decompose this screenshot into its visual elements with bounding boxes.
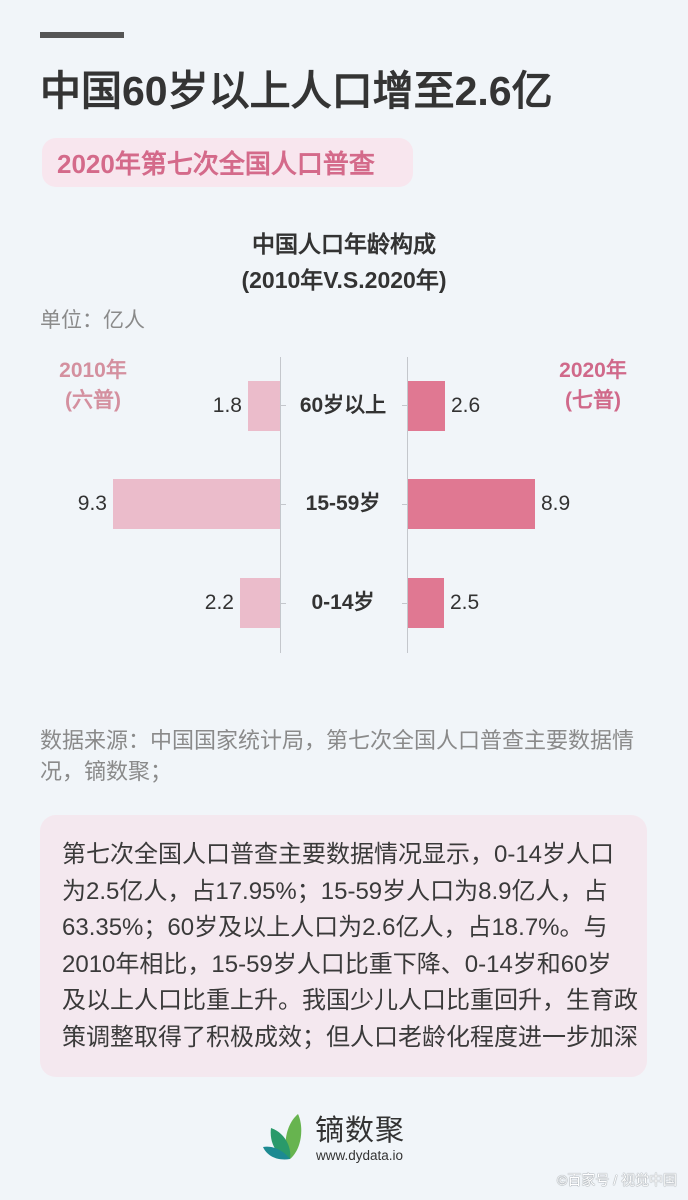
summary-line: 为2.5亿人，占17.95%；15-59岁人口为8.9亿人，占 xyxy=(62,877,608,905)
axis-tick xyxy=(281,504,286,505)
source-line: 况，镝数聚； xyxy=(40,759,173,784)
legend-2020: 2020年 (七普) xyxy=(533,356,653,416)
summary-line: 2010年相比，15-59岁人口比重下降、0-14岁和60岁 xyxy=(62,950,612,978)
right-axis-line xyxy=(407,357,408,653)
summary-line: 策调整取得了积极成效；但人口老龄化程度进一步加深 xyxy=(62,1023,638,1051)
axis-tick xyxy=(402,603,407,604)
summary-line: 第七次全国人口普查主要数据情况显示，0-14岁人口 xyxy=(62,841,615,868)
chart-title: 中国人口年龄构成 xyxy=(252,231,436,257)
value-label: 2.5 xyxy=(450,591,480,614)
bar-2020-15-59: 8.9 xyxy=(408,479,570,529)
subtitle-badge: 2020年第七次全国人口普查 xyxy=(42,138,413,187)
axis-tick xyxy=(402,504,407,505)
header-accent-bar xyxy=(40,32,124,38)
bar-2020-60plus: 2.6 xyxy=(408,381,480,431)
summary-box: 第七次全国人口普查主要数据情况显示，0-14岁人口 为2.5亿人，占17.95%… xyxy=(40,815,647,1077)
subtitle-text: 2020年第七次全国人口普查 xyxy=(57,149,375,179)
bar-2010-60plus: 1.8 xyxy=(213,381,280,431)
category-label: 60岁以上 xyxy=(299,394,387,417)
legend-2020-year: 2020年 xyxy=(559,359,627,382)
source-line: 数据来源：中国国家统计局，第七次全国人口普查主要数据情 xyxy=(40,728,635,753)
category-label: 15-59岁 xyxy=(305,492,381,515)
left-axis-line xyxy=(280,357,281,653)
value-label: 2.6 xyxy=(451,394,481,417)
value-label: 8.9 xyxy=(541,492,571,515)
bar-2010-15-59: 9.3 xyxy=(78,479,280,529)
unit-label: 单位：亿人 xyxy=(40,309,145,332)
legend-2010-year: 2010年 xyxy=(59,359,127,382)
category-label: 0-14岁 xyxy=(311,591,375,614)
bar-2020-0-14: 2.5 xyxy=(408,578,479,628)
summary-line: 及以上人口比重上升。我国少儿人口比重回升，生育政 xyxy=(62,987,638,1015)
axis-tick xyxy=(281,405,286,406)
legend-2010: 2010年 (六普) xyxy=(33,356,153,416)
value-label: 1.8 xyxy=(212,394,242,417)
bar-2010-0-14: 2.2 xyxy=(205,578,280,628)
leaf-logo-icon xyxy=(263,1114,302,1160)
data-source: 数据来源：中国国家统计局，第七次全国人口普查主要数据情 况，镝数聚； xyxy=(40,725,660,787)
page-title: 中国60岁以上人口增至2.6亿 xyxy=(40,68,553,114)
value-label: 2.2 xyxy=(204,591,234,614)
watermark: ©百家号 / 视觉中国 xyxy=(557,1172,677,1188)
legend-2020-note: (七普) xyxy=(565,389,621,412)
brand-name: 镝数聚 xyxy=(315,1115,406,1147)
axis-tick xyxy=(402,405,407,406)
legend-2010-note: (六普) xyxy=(65,389,121,412)
summary-line: 63.35%；60岁及以上人口为2.6亿人，占18.7%。与 xyxy=(62,914,608,942)
chart-subtitle: (2010年V.S.2020年) xyxy=(241,267,447,293)
value-label: 9.3 xyxy=(77,492,107,515)
axis-tick xyxy=(281,603,286,604)
brand-url: www.dydata.io xyxy=(316,1148,404,1163)
